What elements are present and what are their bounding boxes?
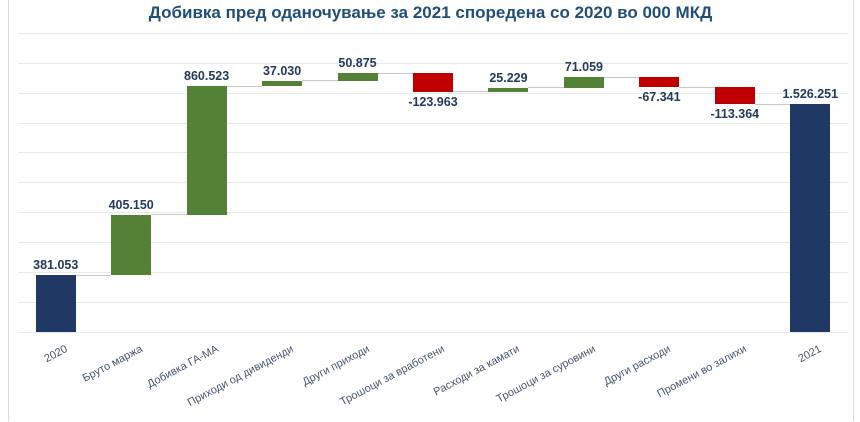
bar-increase: [488, 87, 529, 92]
gridline: [18, 212, 848, 214]
chart-border: [8, 0, 854, 421]
gridline: [18, 152, 848, 154]
bar-decrease: [413, 73, 453, 92]
data-label: 37.030: [262, 63, 302, 78]
data-label: -67.341: [638, 90, 681, 105]
bar-total: [790, 104, 831, 332]
connector-line: [226, 85, 263, 87]
bar-total: [35, 275, 76, 332]
data-label: 860.523: [184, 69, 230, 84]
gridline: [18, 271, 848, 273]
connector-line: [453, 91, 489, 93]
data-label: 50.875: [338, 56, 377, 71]
chart-title: Добивка пред оданочување за 2021 спореде…: [148, 3, 713, 22]
connector-line: [377, 72, 413, 74]
bar-decrease: [639, 77, 680, 88]
bar-increase: [262, 80, 303, 87]
gridline: [18, 92, 848, 94]
data-label: 405.150: [108, 197, 154, 212]
connector-line: [75, 274, 112, 276]
gridline: [18, 33, 848, 34]
data-label: 1.526.251: [782, 87, 839, 102]
bar-decrease: [714, 87, 755, 105]
connector-line: [754, 103, 791, 105]
gridline: [18, 182, 848, 184]
connector-line: [528, 87, 564, 89]
data-label: -123.963: [408, 94, 458, 109]
data-label: -113.364: [710, 107, 760, 122]
connector-line: [151, 214, 187, 216]
data-label: 71.059: [564, 60, 604, 75]
gridline: [18, 62, 848, 64]
connector-line: [603, 76, 640, 78]
connector-line: [679, 86, 715, 88]
gridline: [18, 241, 848, 243]
gridline: [18, 122, 848, 124]
data-label: 381.053: [33, 258, 79, 273]
gridline: [18, 301, 848, 303]
data-label: 25.229: [489, 70, 528, 85]
gridline: [18, 331, 848, 333]
bar-increase: [186, 86, 227, 215]
bar-increase: [111, 214, 152, 276]
connector-line: [302, 80, 338, 82]
bar-increase: [563, 77, 604, 88]
bar-increase: [337, 73, 378, 81]
